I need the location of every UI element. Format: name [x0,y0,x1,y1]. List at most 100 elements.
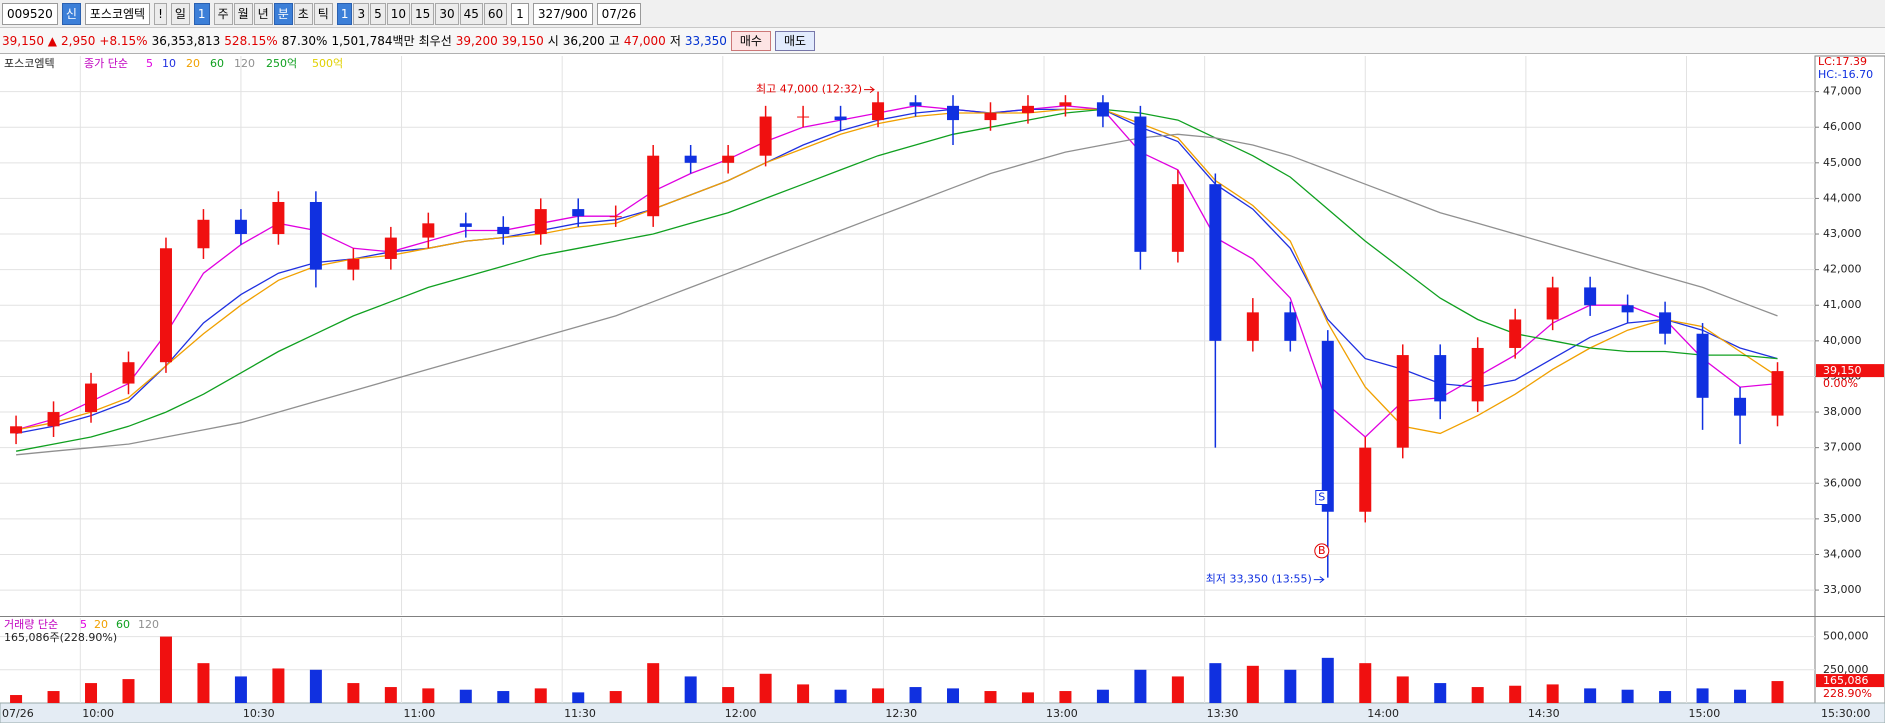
signal-box [1314,543,1330,559]
candle-body [1509,319,1522,348]
candle-body [1546,287,1559,320]
candle-body [534,209,547,235]
candle-body [834,116,847,121]
candle-body [647,155,660,217]
buy-button[interactable]: 매수 [730,30,771,51]
candle-body [1246,312,1259,341]
price: 39,150 ▲ [2,33,58,48]
y-tick-label: 41,000 [1823,298,1862,311]
volume-bar [234,676,247,703]
last-volume-tag [1816,674,1884,688]
interval[interactable]: 30 [435,2,459,25]
candle-body [1396,355,1409,448]
volume-bar [497,691,510,703]
x-tick-label: 14:00 [1367,707,1399,720]
interval[interactable]: 3 [353,2,370,25]
candle-body [422,223,435,238]
volume-bar [984,691,997,703]
volume-bar [684,676,697,703]
open: 36,200 [562,33,605,48]
y-tick-label: 45,000 [1823,156,1862,169]
time-axis [0,702,1885,723]
tab[interactable]: 년 [253,2,273,25]
candle-body [1171,184,1184,252]
period[interactable]: 일 [170,2,190,25]
x-tick-label: 15:00 [1689,707,1721,720]
volume-bar [1696,688,1709,703]
interval[interactable]: 45 [459,2,483,25]
low-note: 최저 33,350 (13:55) [1206,573,1312,586]
x-tick-label: 10:30 [243,707,275,720]
last-price: 39,150 [1823,364,1862,377]
volume-bar [1659,691,1672,703]
candle-body [1734,397,1747,416]
volume-bar [122,679,135,703]
candle-body [1021,105,1034,113]
interval[interactable]: 10 [386,2,411,25]
interval[interactable]: 15 [411,2,435,25]
volume-bar [1396,676,1409,703]
last-volume: 165,086 [1823,674,1869,687]
last-change: 0.00% [1823,377,1858,390]
low: 33,350 [684,33,727,48]
x-tick-label: 11:00 [404,707,436,720]
volume-bar [1734,689,1747,703]
legend-entry: 500억 [312,57,343,70]
candle-body [384,237,397,259]
candle-body [1096,102,1109,117]
volume-current: 165,086주(228.90%) [4,631,117,644]
tab[interactable]: 초 [293,2,313,25]
y-tick-label: 40,000 [1823,334,1862,347]
indicator: LC:17.39 [1818,55,1867,68]
candle-body [1659,312,1672,334]
date[interactable]: 07/26 [596,2,642,25]
high-label: 고 [608,34,620,48]
amount: 1,501,784백만 [331,34,415,48]
volume-bar [1021,692,1034,703]
candle-body [1321,340,1334,512]
tab[interactable]: 주 [213,2,233,25]
candle-body [309,201,322,270]
volume-bar [159,636,172,703]
candle-body [572,209,585,217]
badge: 신 [61,2,81,25]
interval[interactable]: 60 [483,2,508,25]
candle-body [1434,355,1447,402]
candle-body [1359,447,1372,512]
interval[interactable]: 5 [370,2,386,25]
sell-button[interactable]: 매도 [774,30,816,51]
count[interactable]: 1 [511,2,529,25]
bid: 39,150 [501,33,544,48]
indicator: HC:-16.70 [1818,68,1873,81]
period-n[interactable]: 1 [193,2,210,25]
volume-legend: 20 [94,618,108,631]
volume-bar [834,689,847,703]
code-input[interactable]: 009520 [2,2,58,25]
change-pct: +8.15% [99,33,148,48]
y-tick-label: 500,000 [1823,630,1869,643]
volume-bar [197,663,210,703]
legend-entry: 20 [186,57,200,70]
alert[interactable]: ! [154,2,167,25]
candle-body [47,412,60,427]
stock-name[interactable]: 포스코엠텍 [84,2,151,25]
volume-bar [1359,663,1372,703]
volume-bar [1434,683,1447,703]
high-arrow [864,86,875,94]
candle-body [759,116,772,156]
volume-bar [347,683,360,703]
open-label: 시 [547,34,559,48]
best-label: 최우선 [418,34,452,48]
tab[interactable]: 월 [233,2,253,25]
ma-line [15,108,1778,435]
volume-legend: 60 [116,618,130,631]
volume-bar [384,687,397,703]
volume-bar [1321,657,1334,703]
volume-bar [1584,688,1597,703]
high-note: 최고 47,000 (12:32) [756,83,862,96]
ask: 39,200 [455,33,498,48]
tab[interactable]: 분 [273,2,293,25]
tab[interactable]: 틱 [313,2,333,25]
interval[interactable]: 1 [336,2,353,25]
candle-body [347,258,360,270]
